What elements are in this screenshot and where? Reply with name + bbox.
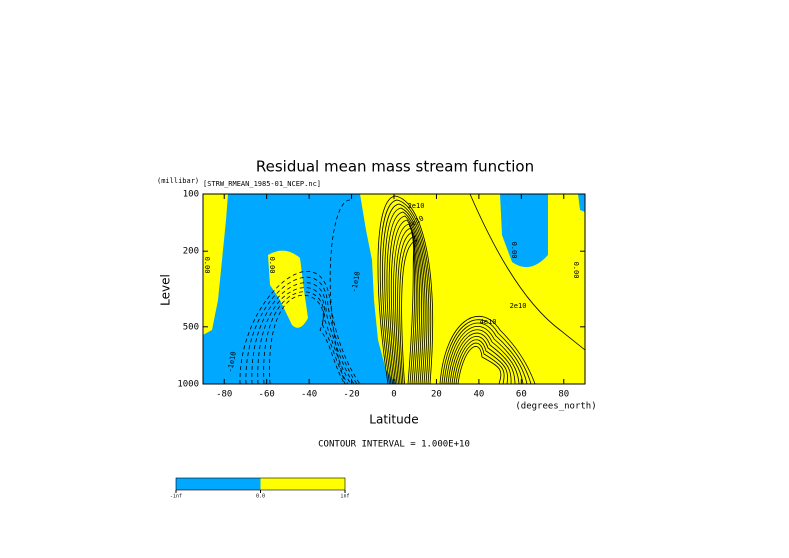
contour-line (439, 316, 536, 384)
colorbar-cell (176, 478, 261, 490)
contour-line (469, 194, 585, 351)
annotation: CONTOUR INTERVAL = 1.000E+10 (318, 440, 470, 450)
x-tick-label: 80 (558, 390, 569, 400)
contour-line (449, 332, 516, 384)
colorbar-cell (260, 478, 345, 490)
contour-line (457, 346, 502, 384)
x-tick-label: 20 (431, 390, 442, 400)
x-tick-label: -80 (216, 390, 232, 400)
contour-line (443, 322, 528, 384)
y-tick-label: 500 (183, 322, 199, 332)
fill-negative (500, 194, 548, 268)
contour-line-negative (269, 294, 346, 384)
contour-line (393, 223, 421, 384)
x-tick-label: 0 (391, 390, 396, 400)
contour-line (401, 239, 418, 384)
y-tick-label: 200 (183, 247, 199, 257)
x-label: Latitude (369, 413, 418, 427)
contour-line (377, 195, 433, 384)
contour-line (379, 199, 432, 384)
contour-label: -1e10 (350, 271, 362, 293)
contour-line-negative (251, 282, 355, 384)
contour-label: 0.00 (203, 257, 211, 274)
x-tick-label: -20 (343, 390, 359, 400)
y-units: (millibar) (157, 177, 199, 185)
contour-line (397, 231, 417, 384)
x-tick-label: 60 (516, 390, 527, 400)
colorbar-label: 0.0 (256, 494, 265, 500)
y-label: Level (159, 274, 173, 306)
contour-line (388, 215, 424, 384)
contour-line (399, 235, 416, 384)
contour-line (447, 329, 520, 384)
contour-line-negative (263, 291, 349, 384)
x-tick-label: 40 (473, 390, 484, 400)
y-tick-label: 1000 (177, 380, 199, 390)
colorbar-label: inf (340, 494, 349, 500)
contour-line (451, 336, 512, 384)
contour-line-negative (239, 270, 361, 384)
fill-negative (578, 194, 585, 212)
contour-line (445, 326, 524, 384)
chart-title: Residual mean mass stream function (256, 158, 534, 176)
contour-line (386, 211, 426, 384)
contour-label: 2e10 (408, 202, 425, 210)
contour-line (395, 227, 419, 384)
contour-line-negative (329, 199, 351, 384)
contour-line (441, 319, 532, 384)
contour-label: 2e10 (510, 302, 527, 310)
colorbar-label: -inf (170, 494, 182, 500)
contour-line (453, 339, 508, 384)
contour-line (382, 203, 430, 384)
contour-label: 0.00 (510, 242, 518, 259)
contour-label: 0.00 (268, 257, 276, 274)
y-tick-label: 100 (183, 190, 199, 200)
contour-line (384, 207, 428, 384)
contour-label: 0.00 (572, 262, 580, 279)
x-units: (degrees_north) (515, 402, 596, 412)
contour-line (390, 219, 422, 384)
contour-line (455, 342, 505, 384)
x-tick-label: -60 (259, 390, 275, 400)
contour-label: 4e10 (480, 318, 497, 326)
plot-area (203, 194, 585, 384)
subtitle: [STRW_RMEAN_1985-01_NCEP.nc] (203, 180, 321, 188)
contour-label: -1e10 (226, 351, 238, 373)
x-tick-label: -40 (301, 390, 317, 400)
